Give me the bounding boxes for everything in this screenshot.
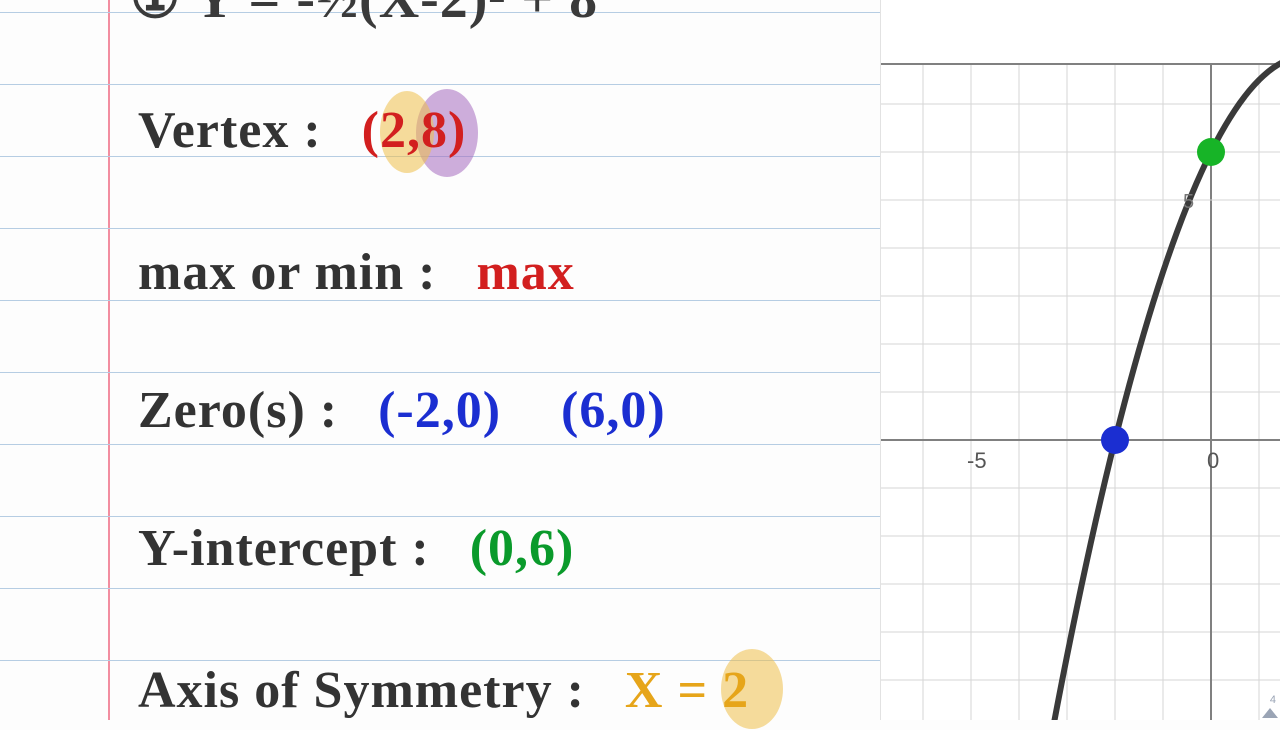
label-axis: Axis of Symmetry :: [138, 661, 585, 720]
ruled-line: [0, 84, 880, 85]
row-vertex: Vertex : (2,8): [138, 90, 466, 170]
value-yint: (0,6): [470, 519, 575, 578]
label-zeros: Zero(s) :: [138, 381, 338, 440]
value-zero-2: (6,0): [561, 381, 666, 440]
row-y-intercept: Y-intercept : (0,6): [138, 508, 574, 588]
margin-rule: [108, 0, 110, 720]
svg-text:5: 5: [1183, 191, 1194, 213]
value-maxmin: max: [476, 243, 574, 302]
equation-partial: ① Y = -½(X-2)² + 8: [130, 0, 598, 31]
value-vertex: (2,8): [362, 101, 467, 160]
graph-panel: -5 0 5 4: [880, 0, 1280, 720]
value-zero-1: (-2,0): [378, 381, 501, 440]
ruled-line: [0, 228, 880, 229]
value-axis: X = 2: [625, 661, 749, 720]
label-maxmin: max or min :: [138, 243, 436, 302]
row-axis-of-symmetry: Axis of Symmetry : X = 2: [138, 650, 749, 730]
notebook-panel: ① Y = -½(X-2)² + 8 Vertex : (2,8) max or…: [0, 0, 880, 720]
row-zeros: Zero(s) : (-2,0) (6,0): [138, 370, 666, 450]
label-yint: Y-intercept :: [138, 519, 430, 578]
page: ① Y = -½(X-2)² + 8 Vertex : (2,8) max or…: [0, 0, 1280, 720]
scroll-page-num: 4: [1270, 694, 1276, 706]
svg-text:-5: -5: [967, 448, 987, 473]
row-max-or-min: max or min : max: [138, 232, 575, 312]
parabola-graph: -5 0 5: [881, 0, 1280, 720]
label-vertex: Vertex :: [138, 101, 322, 160]
svg-text:0: 0: [1207, 448, 1219, 473]
ruled-line: [0, 588, 880, 589]
scroll-up-icon[interactable]: [1262, 708, 1278, 718]
